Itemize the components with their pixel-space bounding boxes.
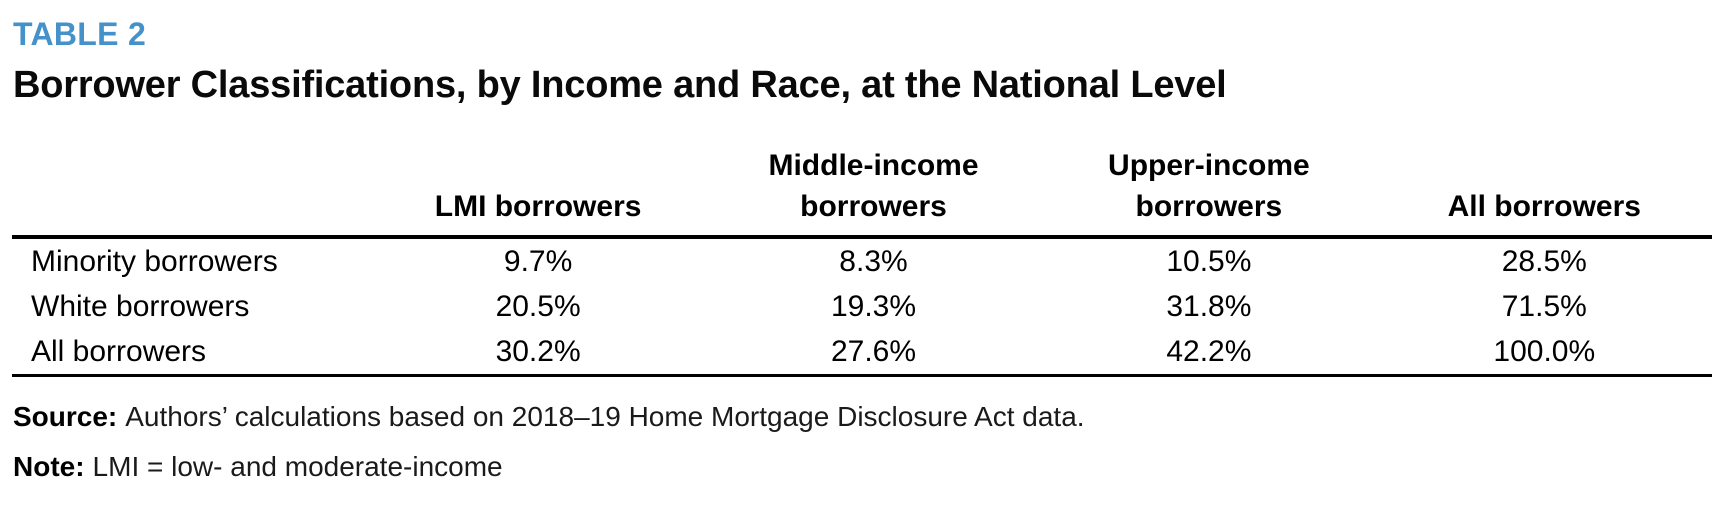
- cell-all-lmi: 30.2%: [370, 329, 706, 377]
- note-text: LMI = low- and moderate-income: [92, 451, 503, 482]
- cell-minority-upper: 10.5%: [1166, 244, 1252, 278]
- column-header-lmi-borrowers: LMI borrowers: [370, 146, 706, 239]
- source-label: Source:: [13, 401, 118, 432]
- cell-white-middle: 19.3%: [830, 289, 917, 323]
- column-header-all-borrowers: All borrowers: [1376, 146, 1712, 239]
- note-label: Note:: [13, 451, 85, 482]
- source-caption: Source: Authors’ calculations based on 20…: [13, 403, 1712, 431]
- cell-white-upper: 31.8%: [1166, 289, 1252, 323]
- column-header-upper-income-borrowers: Upper-income borrowers: [1041, 146, 1377, 239]
- table-number-label: TABLE 2: [13, 16, 147, 52]
- note-caption: Note: LMI = low- and moderate-income: [13, 453, 1712, 481]
- table-header: LMI borrowers Middle-income borrowers Up…: [12, 146, 1712, 239]
- cell-white-all: 71.5%: [1501, 289, 1587, 323]
- row-label: All borrowers: [12, 329, 371, 377]
- table-header-row: LMI borrowers Middle-income borrowers Up…: [12, 146, 1712, 239]
- table-body: Minority borrowers 9.7% 8.3% 10.5% 28.5%…: [12, 237, 1712, 377]
- table-row-minority-borrowers: Minority borrowers 9.7% 8.3% 10.5% 28.5%: [12, 237, 1712, 284]
- row-label: Minority borrowers: [31, 244, 278, 278]
- cell-minority-all: 28.5%: [1501, 244, 1587, 278]
- cell-minority-middle: 8.3%: [839, 244, 908, 278]
- cell-white-lmi: 20.5%: [495, 289, 581, 323]
- cell-minority-lmi: 9.7%: [503, 244, 573, 278]
- source-text: Authors’ calculations based on 2018–19 H…: [125, 401, 1085, 432]
- cell-all-middle: 27.6%: [705, 329, 1042, 377]
- table-row-white-borrowers: White borrowers 20.5% 19.3% 31.8% 71.5%: [12, 284, 1712, 329]
- table-row-all-borrowers: All borrowers 30.2% 27.6% 42.2% 100.0%: [12, 329, 1712, 377]
- borrower-classification-table: LMI borrowers Middle-income borrowers Up…: [12, 146, 1712, 377]
- column-header-empty: [12, 146, 371, 239]
- cell-all-all: 100.0%: [1376, 329, 1712, 377]
- table-title: Borrower Classifications, by Income and …: [13, 64, 1227, 106]
- row-label: White borrowers: [31, 289, 250, 323]
- cell-all-upper: 42.2%: [1041, 329, 1377, 377]
- column-header-middle-income-borrowers: Middle-income borrowers: [705, 146, 1042, 239]
